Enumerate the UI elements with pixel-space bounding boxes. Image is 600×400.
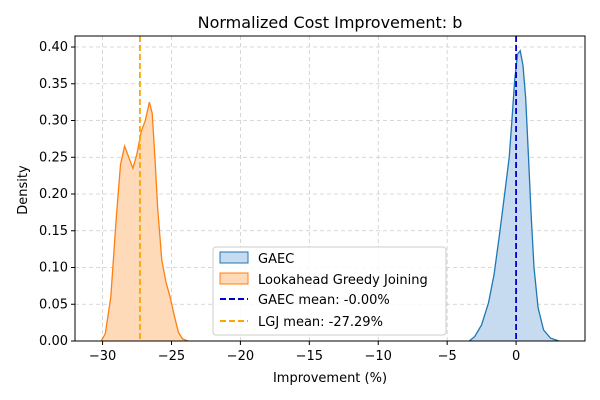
y-tick-label: 0.20 bbox=[39, 187, 68, 202]
density-line-gaec bbox=[468, 49, 560, 342]
series-layer bbox=[100, 49, 560, 342]
y-tick-label: 0.10 bbox=[39, 261, 68, 276]
x-tick-label: −10 bbox=[365, 349, 392, 364]
x-axis-label: Improvement (%) bbox=[273, 371, 387, 386]
y-tick-label: 0.40 bbox=[39, 40, 68, 55]
x-tick-label: −15 bbox=[296, 349, 323, 364]
chart-title: Normalized Cost Improvement: b bbox=[198, 13, 463, 32]
y-axis-label: Density bbox=[16, 165, 31, 215]
legend-box bbox=[212, 246, 447, 336]
x-tick-label: −30 bbox=[89, 349, 116, 364]
x-tick-label: −25 bbox=[158, 349, 185, 364]
legend-label-lgj-mean: LGJ mean: -27.29% bbox=[258, 315, 383, 330]
x-tick-label: −20 bbox=[227, 349, 254, 364]
y-tick-label: 0.05 bbox=[39, 297, 68, 312]
x-tick-label: −5 bbox=[438, 349, 457, 364]
density-area-lgj bbox=[101, 102, 188, 341]
y-tick-label: 0.25 bbox=[39, 150, 68, 165]
plot-frame bbox=[74, 35, 586, 342]
y-tick-label: 0.15 bbox=[39, 224, 68, 239]
legend-label-gaec-mean: GAEC mean: -0.00% bbox=[258, 293, 390, 308]
legend-label-gaec: GAEC bbox=[258, 252, 294, 267]
density-line-lgj bbox=[100, 101, 189, 342]
legend-label-lgj: Lookahead Greedy Joining bbox=[258, 273, 428, 288]
y-axis-ticks: 0.00 0.05 0.10 0.15 0.20 0.25 0.30 0.35 0.40 bbox=[39, 40, 75, 349]
y-tick-label: 0.35 bbox=[39, 77, 68, 92]
legend-swatch-gaec bbox=[219, 251, 249, 264]
x-tick-label: 0 bbox=[512, 349, 520, 364]
density-area-gaec bbox=[469, 50, 559, 341]
y-tick-label: 0.30 bbox=[39, 114, 68, 129]
legend: GAEC Lookahead Greedy Joining GAEC mean:… bbox=[212, 246, 447, 336]
x-axis-ticks: −30 −25 −20 −15 −10 −5 0 bbox=[89, 341, 520, 364]
legend-swatch-lgj bbox=[219, 272, 249, 285]
mean-lines bbox=[139, 36, 517, 341]
y-tick-label: 0.00 bbox=[39, 334, 68, 349]
